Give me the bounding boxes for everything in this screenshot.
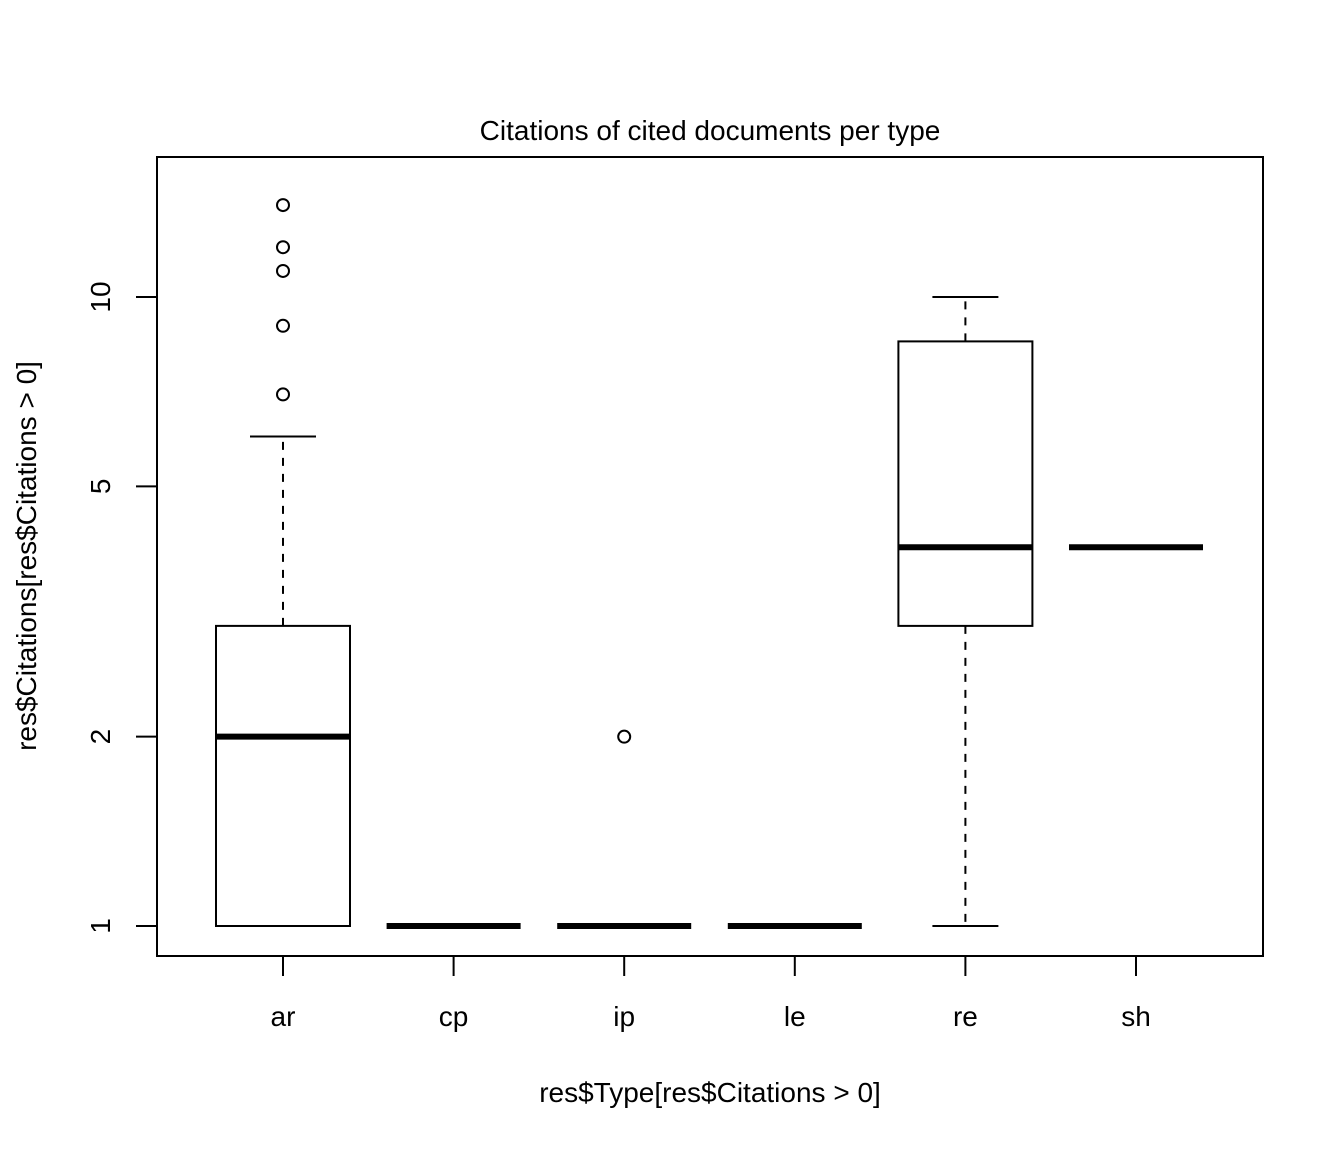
- y-tick-label: 2: [85, 729, 116, 745]
- box-iqr: [215, 624, 351, 928]
- plot-frame: [156, 156, 1264, 957]
- chart-title: Citations of cited documents per type: [480, 115, 941, 146]
- y-axis-label: res$Citations[res$Citations > 0]: [11, 361, 42, 751]
- outlier-point: [276, 263, 290, 278]
- x-axis: ar cp ip le re sh: [271, 955, 1151, 1032]
- box-re: [897, 296, 1034, 927]
- box-ar: [215, 198, 351, 928]
- x-axis-label: res$Type[res$Citations > 0]: [539, 1077, 881, 1108]
- y-tick-label: 10: [85, 281, 116, 312]
- x-tick-label: cp: [439, 1001, 469, 1032]
- x-tick-label: le: [784, 1001, 806, 1032]
- x-tick-label: re: [953, 1001, 978, 1032]
- x-tick-label: ip: [613, 1001, 635, 1032]
- box-iqr: [897, 340, 1034, 627]
- y-axis: 1 2 5 10: [85, 281, 158, 934]
- x-tick-label: ar: [271, 1001, 296, 1032]
- outlier-point: [276, 318, 290, 333]
- outlier-point: [276, 387, 290, 402]
- y-tick-label: 1: [85, 918, 116, 934]
- outlier-point: [276, 198, 290, 213]
- y-tick-label: 5: [85, 479, 116, 495]
- box-ip: [557, 729, 692, 929]
- outlier-point: [276, 240, 290, 255]
- x-tick-label: sh: [1121, 1001, 1151, 1032]
- outlier-point: [617, 729, 632, 744]
- box-series: [215, 198, 1203, 929]
